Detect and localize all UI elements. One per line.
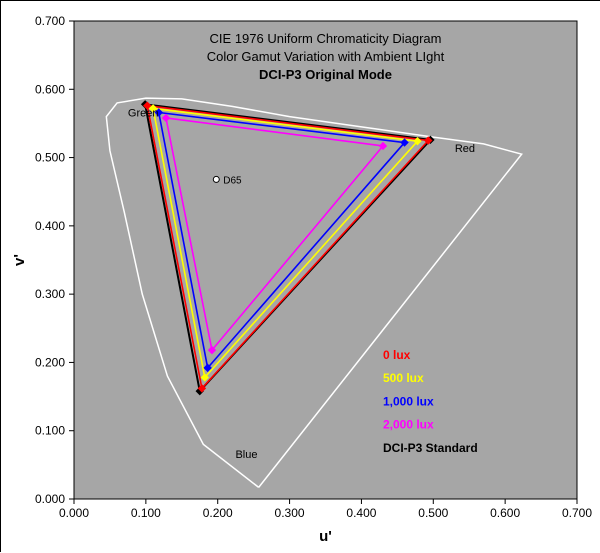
white-point-marker [213, 176, 219, 182]
corner-label: Red [455, 143, 475, 155]
corner-label: Blue [235, 449, 257, 461]
chromaticity-chart: 0.000 0.100 0.200 0.300 0.400 0.500 0.600 0.700… [0, 0, 600, 552]
plot-area [74, 21, 577, 499]
y-tick-label: 0.600 [35, 82, 65, 96]
x-tick-label: 0.100 [131, 506, 161, 520]
chart-title-line3: DCI-P3 Original Mode [259, 67, 392, 82]
y-tick-label: 0.100 [35, 424, 65, 438]
legend-item: 1,000 lux [383, 394, 434, 408]
y-tick-label: 0.000 [35, 492, 65, 506]
legend-item: 500 lux [383, 371, 424, 385]
x-tick-label: 0.700 [562, 506, 592, 520]
x-tick-label: 0.600 [490, 506, 520, 520]
corner-label: Green [128, 108, 159, 120]
y-axis-label: v' [11, 254, 28, 266]
chart-svg: 0.000 0.100 0.200 0.300 0.400 0.500 0.600 0.700… [1, 1, 600, 553]
y-tick-label: 0.500 [35, 151, 65, 165]
x-tick-label: 0.300 [275, 506, 305, 520]
x-tick-label: 0.400 [346, 506, 376, 520]
x-tick-label: 0.200 [203, 506, 233, 520]
y-tick-label: 0.400 [35, 219, 65, 233]
legend-item: DCI-P3 Standard [383, 441, 478, 455]
x-axis-label: u' [319, 528, 332, 545]
chart-title-line2: Color Gamut Variation with Ambient LIght [207, 49, 445, 64]
y-tick-label: 0.700 [35, 14, 65, 28]
x-tick-label: 0.500 [418, 506, 448, 520]
legend-item: 2,000 lux [383, 418, 434, 432]
x-tick-label: 0.000 [59, 506, 89, 520]
y-tick-label: 0.300 [35, 287, 65, 301]
y-tick-label: 0.200 [35, 355, 65, 369]
white-point-label: D65 [223, 175, 242, 186]
chart-title-line1: CIE 1976 Uniform Chromaticity Diagram [210, 31, 442, 46]
legend-item: 0 lux [383, 348, 411, 362]
